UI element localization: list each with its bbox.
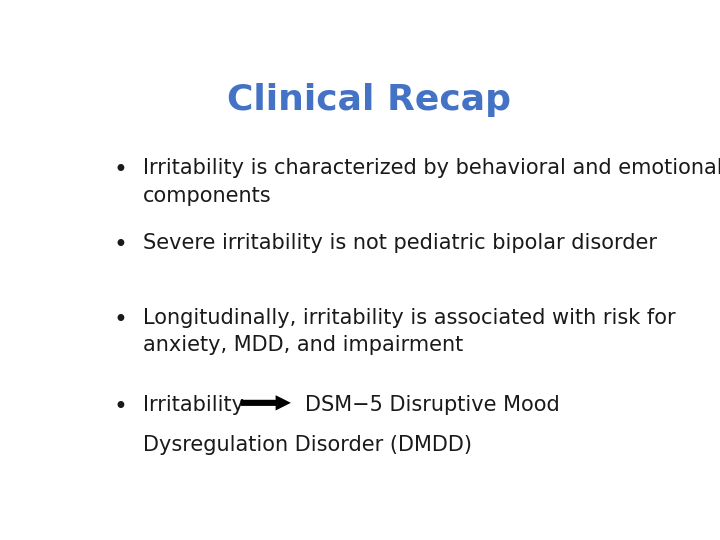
Text: Clinical Recap: Clinical Recap: [227, 83, 511, 117]
Text: •: •: [114, 308, 127, 332]
Text: Irritability is characterized by behavioral and emotional
components: Irritability is characterized by behavio…: [143, 158, 720, 206]
Text: •: •: [114, 395, 127, 420]
Text: Longitudinally, irritability is associated with risk for
anxiety, MDD, and impai: Longitudinally, irritability is associat…: [143, 308, 675, 355]
Text: •: •: [114, 233, 127, 257]
Text: •: •: [114, 158, 127, 183]
Text: Severe irritability is not pediatric bipolar disorder: Severe irritability is not pediatric bip…: [143, 233, 657, 253]
Text: Dysregulation Disorder (DMDD): Dysregulation Disorder (DMDD): [143, 435, 472, 455]
Text: DSM−5 Disruptive Mood: DSM−5 Disruptive Mood: [305, 395, 559, 415]
Text: Irritability: Irritability: [143, 395, 244, 415]
